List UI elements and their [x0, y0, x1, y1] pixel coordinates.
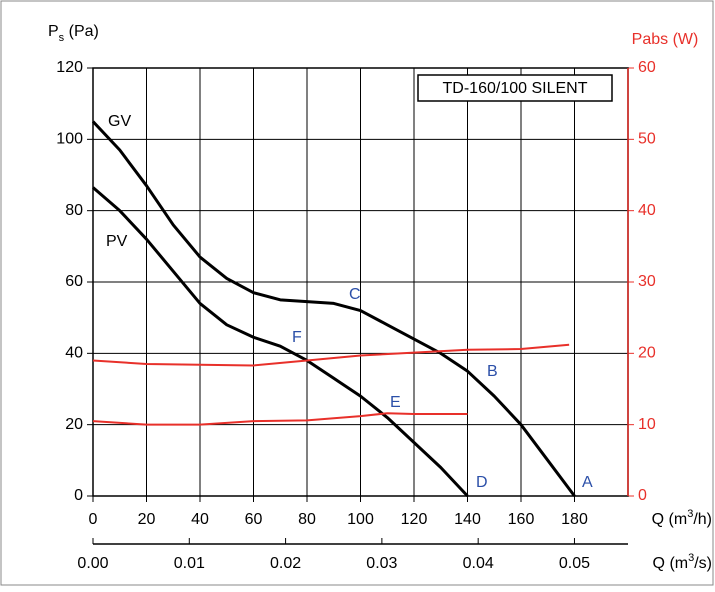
y2-tick-label: 60: [638, 59, 656, 76]
y-tick-label: 0: [74, 487, 83, 504]
y-tick-label: 20: [65, 416, 83, 433]
x-tick-label: 20: [138, 511, 156, 528]
x-tick-label: 140: [454, 511, 481, 528]
label-part: Q (m: [653, 555, 689, 572]
series-line: [91, 120, 576, 497]
y2-tick-label: 40: [638, 202, 656, 219]
title-box: [417, 74, 613, 102]
y2-tick-label: 30: [638, 273, 656, 290]
point-label: B: [487, 363, 498, 380]
series-label: PV: [106, 233, 128, 250]
x2-tick-label: 0.05: [559, 555, 590, 572]
y2-tick-label: 10: [638, 416, 656, 433]
y2-tick-label: 0: [638, 487, 647, 504]
label-part: /s): [694, 555, 712, 572]
x-tick-label: 100: [347, 511, 374, 528]
x2-tick-label: 0.00: [77, 555, 108, 572]
label-part: s: [59, 32, 65, 44]
chart-title: TD-160/100 SILENT: [443, 80, 588, 97]
x2-tick-label: 0.01: [174, 555, 205, 572]
label-part: Q (m: [652, 511, 688, 528]
y-tick-label: 80: [65, 202, 83, 219]
x2-tick-label: 0.04: [463, 555, 494, 572]
x2label-parts: Q (m3/s): [653, 552, 712, 572]
point-label: E: [390, 394, 401, 411]
y-tick-label: 100: [56, 131, 83, 148]
x-tick-label: 60: [245, 511, 263, 528]
y2-tick-label: 50: [638, 131, 656, 148]
y-tick-label: 40: [65, 345, 83, 362]
y-tick-label: 60: [65, 273, 83, 290]
y2-label: Pabs (W): [632, 31, 699, 48]
label-part: P: [48, 23, 59, 40]
series-line: [92, 186, 469, 498]
series-label: GV: [108, 113, 131, 130]
x2-tick-label: 0.02: [270, 555, 301, 572]
y2-tick-label: 20: [638, 345, 656, 362]
label-part: (Pa): [64, 23, 99, 40]
point-label: C: [349, 286, 361, 303]
x-tick-label: 0: [89, 511, 98, 528]
x2-tick-label: 0.03: [366, 555, 397, 572]
label-part: /h): [693, 511, 712, 528]
series-line: [92, 343, 570, 367]
x-tick-label: 80: [298, 511, 316, 528]
point-label: A: [582, 474, 593, 491]
point-label: D: [476, 474, 488, 491]
label-part: 3: [687, 508, 693, 520]
label-part: 3: [688, 552, 694, 564]
ylabel-parts: Ps (Pa): [48, 23, 99, 44]
x-tick-label: 120: [401, 511, 428, 528]
y-tick-label: 120: [56, 59, 83, 76]
xlabel-parts: Q (m3/h): [652, 508, 712, 528]
series-line: [92, 412, 468, 426]
x-tick-label: 160: [508, 511, 535, 528]
x-tick-label: 180: [561, 511, 588, 528]
x-tick-label: 40: [191, 511, 209, 528]
point-label: F: [292, 329, 302, 346]
